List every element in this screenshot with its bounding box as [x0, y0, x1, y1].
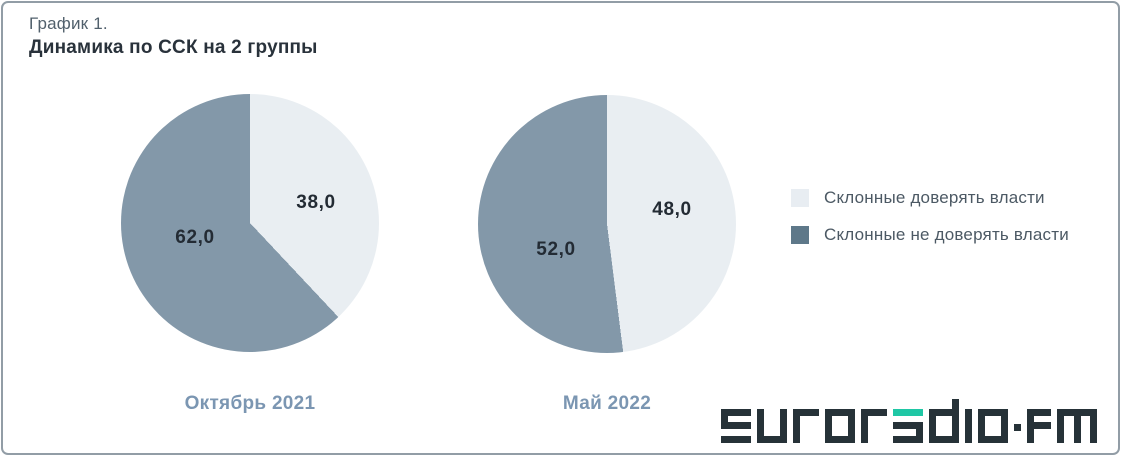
legend-item-no-trust: Склонные не доверять власти [791, 225, 1069, 245]
pie-value-label: 48,0 [652, 199, 692, 220]
euroradio-fm-logo [721, 399, 1097, 443]
legend-label-no-trust: Склонные не доверять власти [824, 225, 1069, 244]
chart-header: График 1. Динамика по ССК на 2 группы [29, 14, 318, 59]
pie-caption-may-2022: Май 2022 [562, 393, 652, 414]
legend: Склонные доверять власти Склонные не дов… [791, 188, 1069, 262]
legend-label-trust: Склонные доверять власти [824, 188, 1045, 207]
legend-item-trust: Склонные доверять власти [791, 188, 1069, 208]
chart-title: Динамика по ССК на 2 группы [29, 37, 318, 58]
pie-value-label: 62,0 [175, 227, 215, 248]
legend-swatch-trust [791, 189, 809, 207]
pie-value-label: 52,0 [536, 239, 576, 260]
pie-chart-october-2021 [121, 94, 379, 352]
pie-caption-october-2021: Октябрь 2021 [184, 393, 316, 414]
legend-swatch-no-trust [791, 226, 809, 244]
chart-number-label: График 1. [29, 14, 108, 33]
pie-value-label: 38,0 [296, 192, 336, 213]
pie-chart-may-2022 [478, 95, 736, 353]
